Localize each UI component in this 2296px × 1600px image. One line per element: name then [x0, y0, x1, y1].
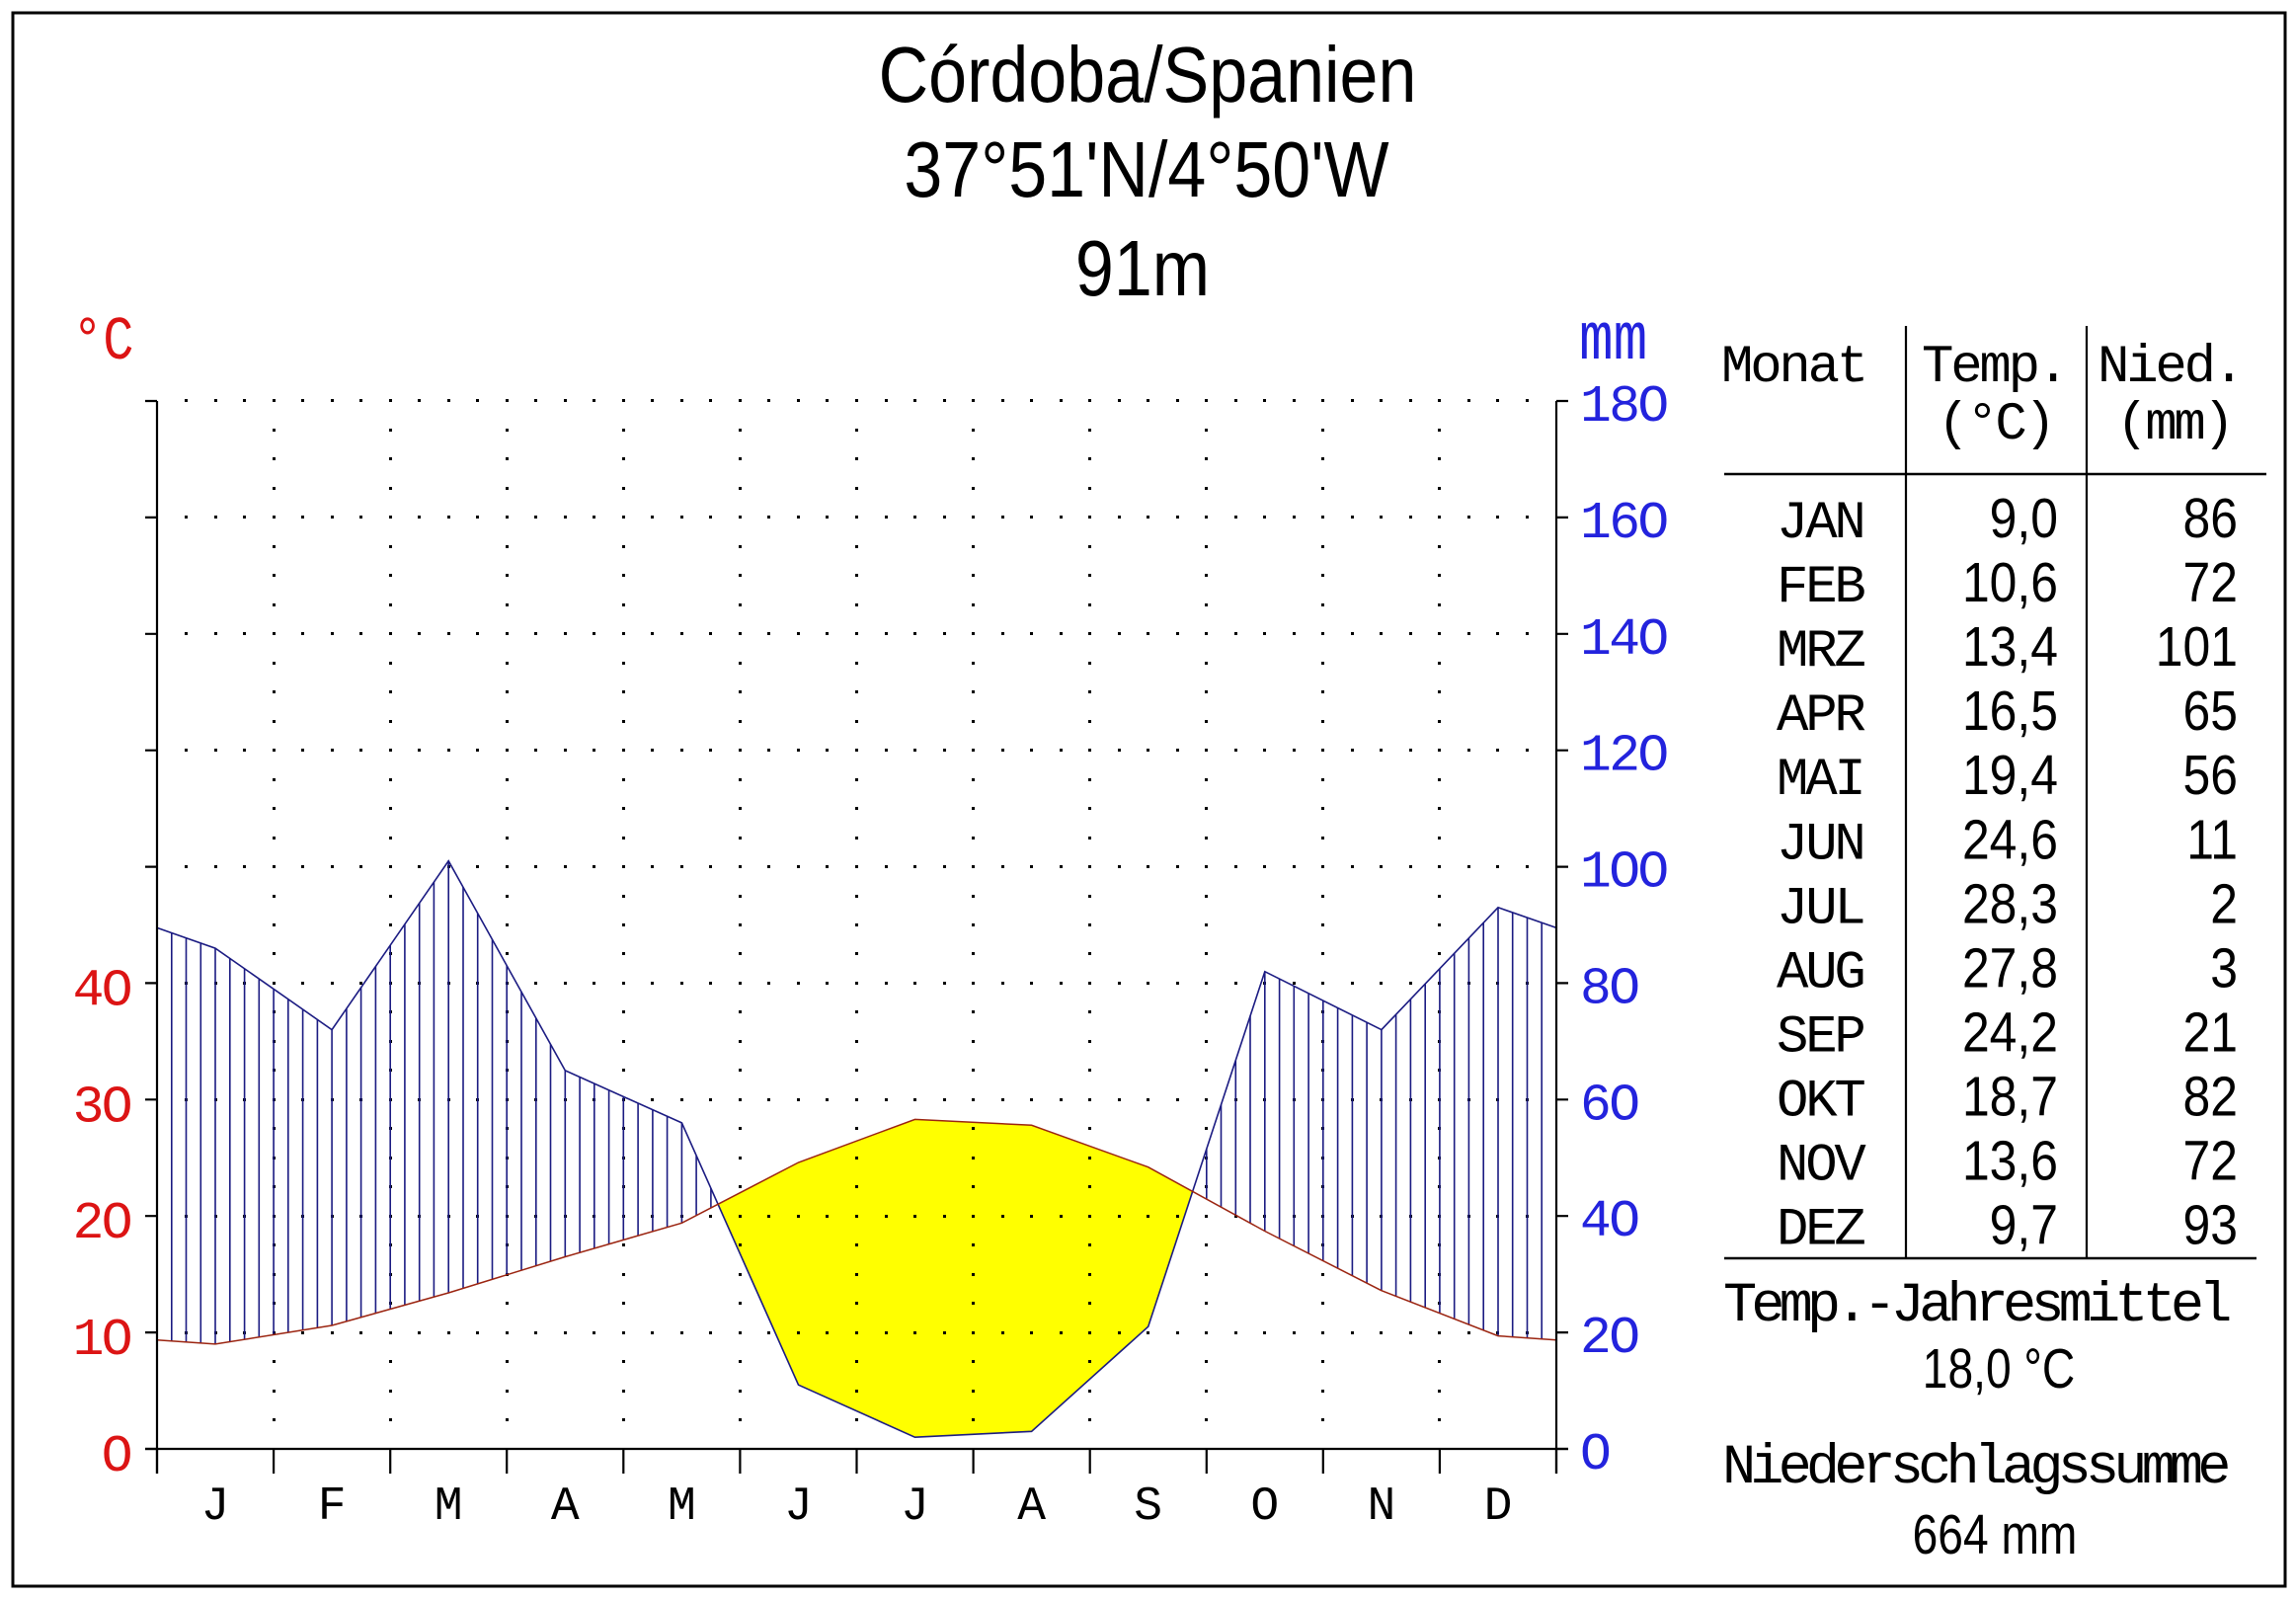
- svg-text:10,6: 10,6: [1962, 552, 2058, 614]
- svg-text:(°C): (°C): [1938, 395, 2053, 455]
- svg-text:mm: mm: [1579, 302, 1647, 379]
- svg-text:Nied.: Nied.: [2098, 338, 2242, 398]
- svg-text:APR: APR: [1777, 686, 1865, 747]
- svg-text:16O: 16O: [1580, 494, 1667, 553]
- svg-text:J: J: [784, 1480, 813, 1534]
- svg-text:NOV: NOV: [1777, 1137, 1866, 1197]
- svg-text:27,8: 27,8: [1962, 937, 2058, 1000]
- svg-text:M: M: [435, 1480, 463, 1534]
- svg-text:2O: 2O: [73, 1194, 131, 1253]
- svg-text:18,7: 18,7: [1962, 1066, 2058, 1128]
- svg-text:2: 2: [2210, 873, 2238, 935]
- svg-text:A: A: [1017, 1480, 1046, 1534]
- svg-text:3O: 3O: [73, 1078, 131, 1137]
- svg-text:24,2: 24,2: [1962, 1001, 2058, 1064]
- svg-text:JAN: JAN: [1777, 494, 1863, 554]
- svg-text:4O: 4O: [1580, 1192, 1638, 1251]
- svg-text:1O: 1O: [73, 1311, 131, 1370]
- svg-text:AUG: AUG: [1777, 943, 1863, 1003]
- svg-text:86: 86: [2183, 488, 2238, 550]
- svg-text:18O: 18O: [1580, 377, 1667, 437]
- svg-text:24,6: 24,6: [1962, 809, 2058, 871]
- svg-text:DEZ: DEZ: [1777, 1201, 1864, 1261]
- svg-text:2O: 2O: [1580, 1309, 1638, 1368]
- svg-text:Monat: Monat: [1721, 338, 1865, 398]
- svg-text:93: 93: [2183, 1195, 2238, 1257]
- svg-text:S: S: [1134, 1480, 1162, 1534]
- svg-text:°C: °C: [72, 308, 134, 377]
- svg-text:19,4: 19,4: [1962, 745, 2058, 807]
- svg-text:9,0: 9,0: [1990, 488, 2058, 550]
- svg-text:13,4: 13,4: [1962, 616, 2058, 679]
- svg-text:D: D: [1484, 1480, 1513, 1534]
- svg-text:Córdoba/Spanien: Córdoba/Spanien: [879, 31, 1417, 119]
- svg-text:SEP: SEP: [1777, 1008, 1863, 1069]
- svg-text:O: O: [102, 1427, 131, 1486]
- svg-text:3: 3: [2210, 937, 2238, 1000]
- svg-text:M: M: [668, 1480, 696, 1534]
- svg-text:6O: 6O: [1580, 1076, 1638, 1135]
- svg-text:Temp.: Temp.: [1922, 338, 2066, 398]
- svg-text:A: A: [551, 1480, 580, 1534]
- svg-text:14O: 14O: [1580, 610, 1667, 670]
- svg-text:56: 56: [2183, 745, 2238, 807]
- svg-text:JUL: JUL: [1777, 879, 1863, 939]
- svg-text:664 mm: 664 mm: [1913, 1502, 2078, 1565]
- svg-text:101: 101: [2156, 616, 2238, 679]
- svg-text:8O: 8O: [1580, 959, 1638, 1018]
- svg-text:72: 72: [2183, 552, 2238, 614]
- svg-text:O: O: [1250, 1480, 1279, 1534]
- svg-text:MRZ: MRZ: [1777, 622, 1864, 682]
- svg-text:O: O: [1580, 1425, 1610, 1484]
- svg-text:21: 21: [2183, 1001, 2238, 1064]
- svg-text:16,5: 16,5: [1962, 680, 2058, 743]
- svg-text:MAI: MAI: [1777, 751, 1863, 811]
- svg-text:82: 82: [2183, 1066, 2238, 1128]
- svg-text:Temp.-Jahresmittel: Temp.-Jahresmittel: [1723, 1275, 2230, 1338]
- svg-text:18,0 °C: 18,0 °C: [1923, 1336, 2075, 1400]
- svg-text:37°51'N/4°50'W: 37°51'N/4°50'W: [904, 125, 1388, 213]
- svg-text:4O: 4O: [73, 961, 131, 1020]
- svg-text:J: J: [201, 1480, 230, 1534]
- svg-text:91m: 91m: [1075, 224, 1210, 312]
- svg-text:11: 11: [2186, 809, 2238, 871]
- svg-text:1OO: 1OO: [1580, 843, 1667, 903]
- svg-text:(mm): (mm): [2116, 395, 2232, 455]
- svg-text:JUN: JUN: [1777, 815, 1863, 875]
- svg-text:9,7: 9,7: [1990, 1195, 2058, 1257]
- svg-text:N: N: [1367, 1480, 1395, 1534]
- svg-text:13,6: 13,6: [1962, 1131, 2058, 1193]
- svg-text:65: 65: [2183, 680, 2238, 743]
- svg-text:OKT: OKT: [1777, 1073, 1864, 1133]
- svg-text:72: 72: [2183, 1131, 2238, 1193]
- svg-text:12O: 12O: [1580, 727, 1667, 786]
- svg-text:J: J: [901, 1480, 929, 1534]
- svg-text:FEB: FEB: [1777, 558, 1864, 618]
- svg-text:28,3: 28,3: [1962, 873, 2058, 935]
- svg-text:F: F: [318, 1480, 347, 1534]
- svg-text:Niederschlagssumme: Niederschlagssumme: [1722, 1437, 2228, 1500]
